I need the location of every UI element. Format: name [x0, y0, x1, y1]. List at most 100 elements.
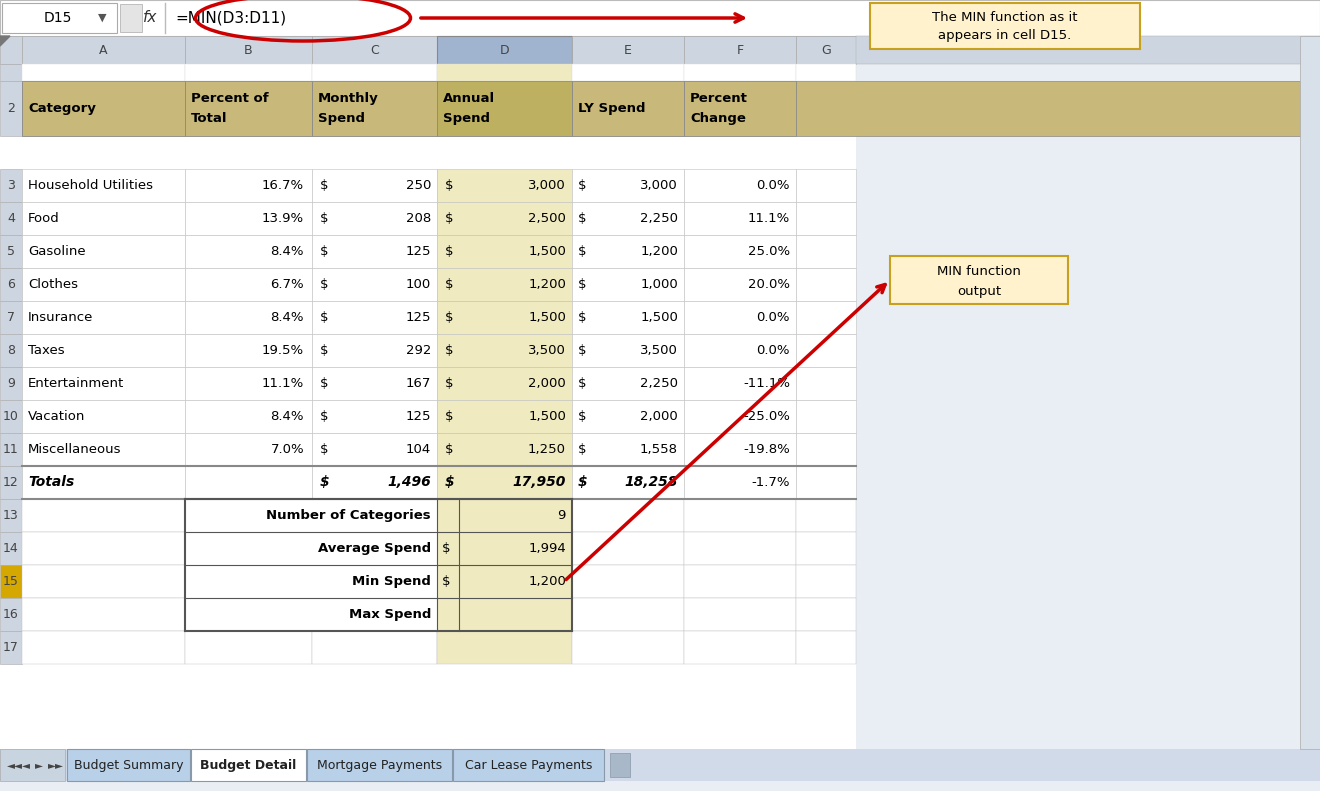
Text: 11.1%: 11.1% — [747, 212, 789, 225]
Text: Taxes: Taxes — [28, 344, 65, 357]
Bar — [437, 301, 572, 334]
Bar — [312, 598, 437, 631]
Bar — [308, 749, 451, 781]
Bar — [312, 268, 437, 301]
Bar — [572, 64, 684, 81]
Bar — [796, 499, 855, 532]
Text: $: $ — [442, 542, 450, 555]
Bar — [796, 202, 855, 235]
Bar — [437, 81, 572, 136]
Bar — [572, 268, 684, 301]
Bar — [312, 301, 437, 334]
Text: 1,500: 1,500 — [528, 410, 566, 423]
Bar — [684, 64, 796, 81]
Text: $: $ — [445, 212, 454, 225]
Text: $: $ — [319, 344, 329, 357]
Text: Category: Category — [28, 102, 96, 115]
Text: 6.7%: 6.7% — [271, 278, 304, 291]
Bar — [22, 532, 185, 565]
Text: Household Utilities: Household Utilities — [28, 179, 153, 192]
Bar — [185, 367, 312, 400]
Bar — [191, 749, 306, 781]
Bar — [796, 598, 855, 631]
Text: 20.0%: 20.0% — [748, 278, 789, 291]
Text: 2,000: 2,000 — [528, 377, 566, 390]
Bar — [1300, 36, 1320, 749]
Bar — [185, 532, 312, 565]
Bar — [796, 532, 855, 565]
Bar — [22, 235, 185, 268]
Text: 16.7%: 16.7% — [261, 179, 304, 192]
Text: Budget Detail: Budget Detail — [201, 759, 297, 771]
Text: 1,250: 1,250 — [528, 443, 566, 456]
Bar — [22, 169, 185, 202]
Bar — [684, 301, 796, 334]
Text: 7.0%: 7.0% — [271, 443, 304, 456]
Text: 2: 2 — [7, 102, 15, 115]
Text: Vacation: Vacation — [28, 410, 86, 423]
Bar — [22, 301, 185, 334]
Bar — [312, 81, 437, 136]
Bar — [185, 400, 312, 433]
Text: G: G — [821, 44, 830, 56]
Text: $: $ — [445, 443, 454, 456]
Text: Car Lease Payments: Car Lease Payments — [465, 759, 593, 771]
Bar — [312, 367, 437, 400]
Text: 1,994: 1,994 — [528, 542, 566, 555]
Bar — [437, 499, 572, 532]
Text: 1,500: 1,500 — [640, 311, 678, 324]
Text: 250: 250 — [405, 179, 432, 192]
Bar — [22, 367, 185, 400]
Bar — [0, 81, 22, 136]
Bar — [0, 0, 1320, 36]
Text: 3,000: 3,000 — [640, 179, 678, 192]
Bar — [185, 202, 312, 235]
Bar — [684, 466, 796, 499]
Bar — [185, 268, 312, 301]
Text: $: $ — [445, 410, 454, 423]
Text: 14: 14 — [3, 542, 18, 555]
Text: $: $ — [445, 179, 454, 192]
Text: Totals: Totals — [28, 475, 74, 490]
Text: LY Spend: LY Spend — [578, 102, 645, 115]
Text: $: $ — [445, 245, 454, 258]
Text: Gasoline: Gasoline — [28, 245, 86, 258]
Text: 0.0%: 0.0% — [756, 179, 789, 192]
Text: 0.0%: 0.0% — [756, 344, 789, 357]
Text: $: $ — [578, 410, 586, 423]
Text: 1,500: 1,500 — [528, 311, 566, 324]
Bar — [22, 36, 185, 64]
Text: MIN function: MIN function — [937, 265, 1020, 278]
Text: Total: Total — [191, 112, 227, 125]
Text: 19.5%: 19.5% — [261, 344, 304, 357]
Bar — [0, 36, 22, 64]
Text: output: output — [957, 285, 1001, 297]
Bar — [796, 367, 855, 400]
Bar — [572, 367, 684, 400]
Bar — [0, 235, 22, 268]
Bar — [185, 565, 312, 598]
Bar — [312, 36, 437, 64]
Text: D: D — [500, 44, 510, 56]
Bar — [796, 64, 855, 81]
Bar — [684, 268, 796, 301]
Bar — [572, 202, 684, 235]
Text: 25.0%: 25.0% — [748, 245, 789, 258]
Text: fx: fx — [143, 10, 157, 25]
Bar — [22, 334, 185, 367]
Text: $: $ — [445, 475, 454, 490]
Bar — [437, 334, 572, 367]
Text: 10: 10 — [3, 410, 18, 423]
Bar — [185, 301, 312, 334]
Bar — [572, 433, 684, 466]
Bar — [0, 334, 22, 367]
Bar — [0, 749, 1320, 781]
Text: Insurance: Insurance — [28, 311, 94, 324]
Text: 8.4%: 8.4% — [271, 311, 304, 324]
Text: ◄: ◄ — [22, 760, 30, 770]
Text: 2,250: 2,250 — [640, 377, 678, 390]
Text: Budget Summary: Budget Summary — [74, 759, 183, 771]
Text: $: $ — [578, 475, 587, 490]
Text: Food: Food — [28, 212, 59, 225]
Bar — [0, 367, 22, 400]
